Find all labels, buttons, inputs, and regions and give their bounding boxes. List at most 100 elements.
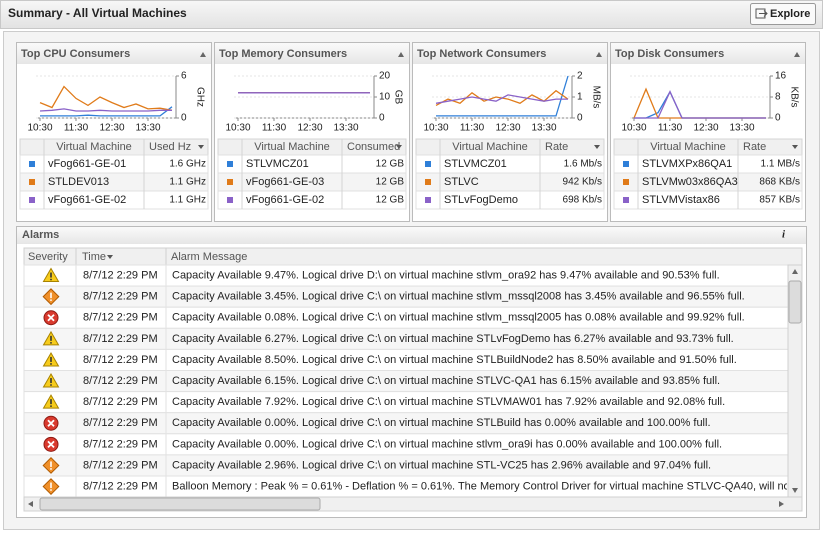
legend-swatch (227, 161, 233, 167)
sort-arrow[interactable] (107, 255, 113, 259)
y-tick-label: 0 (577, 113, 583, 124)
alarm-time: 8/7/12 2:29 PM (83, 438, 158, 450)
collapse-arrow[interactable] (200, 52, 206, 57)
column-header[interactable]: Used Hz (149, 141, 191, 153)
panel-title-bar (215, 43, 409, 64)
vm-value: 12 GB (376, 195, 405, 206)
column-header[interactable]: Time (82, 251, 106, 263)
vm-value: 1.6 Mb/s (564, 159, 602, 170)
series-line (435, 94, 568, 104)
alarm-message: Capacity Available 9.47%. Logical drive … (172, 269, 720, 281)
alarm-message: Capacity Available 3.45%. Logical drive … (172, 291, 745, 303)
alarm-message: Capacity Available 0.00%. Logical drive … (172, 417, 711, 429)
vm-name: STLDEV013 (48, 176, 109, 188)
horizontal-thumb[interactable] (39, 497, 321, 511)
x-tick-label: 11:30 (658, 123, 683, 134)
vm-name: vFog661-GE-01 (48, 158, 126, 170)
scroll-right[interactable] (779, 501, 784, 507)
panel-title: Top Network Consumers (417, 48, 546, 60)
vm-name: vFog661-GE-02 (48, 194, 126, 206)
vertical-thumb[interactable] (788, 280, 802, 324)
column-header[interactable]: Virtual Machine (56, 141, 132, 153)
icon-mark (50, 278, 52, 281)
series-line (40, 106, 173, 117)
vm-value: 1.1 GHz (169, 195, 206, 206)
sort-arrow[interactable] (792, 145, 798, 149)
explore-button[interactable]: Explore (750, 3, 816, 25)
vm-name: STLvFogDemo (444, 194, 518, 206)
x-tick-label: 12:30 (297, 123, 322, 134)
vm-value: 12 GB (376, 159, 405, 170)
x-tick-label: 13:30 (333, 123, 358, 134)
vm-value: 1.1 GHz (169, 177, 206, 188)
panel-title-bar (17, 43, 211, 64)
column-header[interactable]: Rate (545, 141, 568, 153)
y-unit: GHz (194, 87, 205, 107)
vm-value: 1.6 GHz (169, 159, 206, 170)
alarm-time: 8/7/12 2:29 PM (83, 480, 158, 492)
legend-swatch (623, 179, 629, 185)
column-header[interactable]: Alarm Message (171, 251, 247, 263)
vm-value: 12 GB (376, 177, 405, 188)
vm-name: vFog661-GE-02 (246, 194, 324, 206)
alarms-title: Alarms (22, 229, 59, 241)
vm-name: STLVC (444, 176, 479, 188)
collapse-arrow[interactable] (398, 52, 404, 57)
panel-title: Top Memory Consumers (219, 48, 347, 60)
y-tick-label: 10 (379, 92, 391, 103)
icon-mark (50, 341, 52, 344)
legend-swatch (29, 197, 35, 203)
explore-arrow[interactable] (759, 10, 768, 17)
sort-arrow[interactable] (198, 145, 204, 149)
sort-arrow[interactable] (594, 145, 600, 149)
explore-label[interactable]: Explore (770, 8, 810, 20)
scroll-down[interactable] (792, 488, 798, 493)
series-line (39, 85, 173, 111)
explore-frame[interactable] (750, 3, 816, 25)
vm-value: 1.1 MB/s (761, 159, 800, 170)
legend-swatch (227, 197, 233, 203)
y-unit: KB/s (788, 86, 799, 107)
alarm-time: 8/7/12 2:29 PM (83, 417, 158, 429)
table-row (613, 190, 803, 210)
column-header[interactable]: Virtual Machine (254, 141, 330, 153)
series-line (436, 75, 569, 117)
collapse-arrow[interactable] (794, 52, 800, 57)
legend-swatch (29, 161, 35, 167)
x-tick-label: 10:30 (621, 123, 646, 134)
vm-name: STLVMCZ01 (444, 158, 507, 170)
y-tick-label: 8 (775, 92, 781, 103)
icon-mark (47, 419, 55, 427)
y-tick-label: 0 (775, 113, 781, 124)
x-tick-label: 10:30 (27, 123, 52, 134)
sort-arrow[interactable] (396, 145, 402, 149)
column-header[interactable]: Severity (28, 251, 68, 263)
alarms-panel: Alarms i Severity Time Alarm Message 8/7… (16, 226, 807, 518)
icon-mark (50, 299, 52, 302)
x-tick-label: 11:30 (64, 123, 89, 134)
legend-swatch (623, 161, 629, 167)
x-tick-label: 13:30 (135, 123, 160, 134)
message-clip: Capacity Available 9.47%. Logical drive … (172, 269, 787, 492)
scroll-left[interactable] (28, 501, 33, 507)
vm-value: 868 KB/s (759, 177, 800, 188)
column-header[interactable]: Virtual Machine (650, 141, 726, 153)
column-header[interactable]: Consumed (347, 141, 400, 153)
vm-value: 942 Kb/s (563, 177, 602, 188)
icon-mark (50, 489, 52, 491)
icon-mark (50, 384, 52, 386)
icon-mark (50, 363, 52, 365)
alarms-header (23, 247, 803, 266)
x-tick-label: 12:30 (99, 123, 124, 134)
y-tick-label: 1 (577, 92, 583, 103)
scroll-up[interactable] (792, 269, 798, 274)
y-tick-label: 6 (181, 71, 187, 82)
column-header[interactable]: Rate (743, 141, 766, 153)
vm-name: STLVMXPx86QA1 (642, 158, 732, 170)
info-icon[interactable]: i (782, 229, 786, 241)
header-bar (0, 0, 823, 29)
column-header[interactable]: Virtual Machine (452, 141, 528, 153)
collapse-arrow[interactable] (596, 52, 602, 57)
vm-value: 698 Kb/s (563, 195, 602, 206)
